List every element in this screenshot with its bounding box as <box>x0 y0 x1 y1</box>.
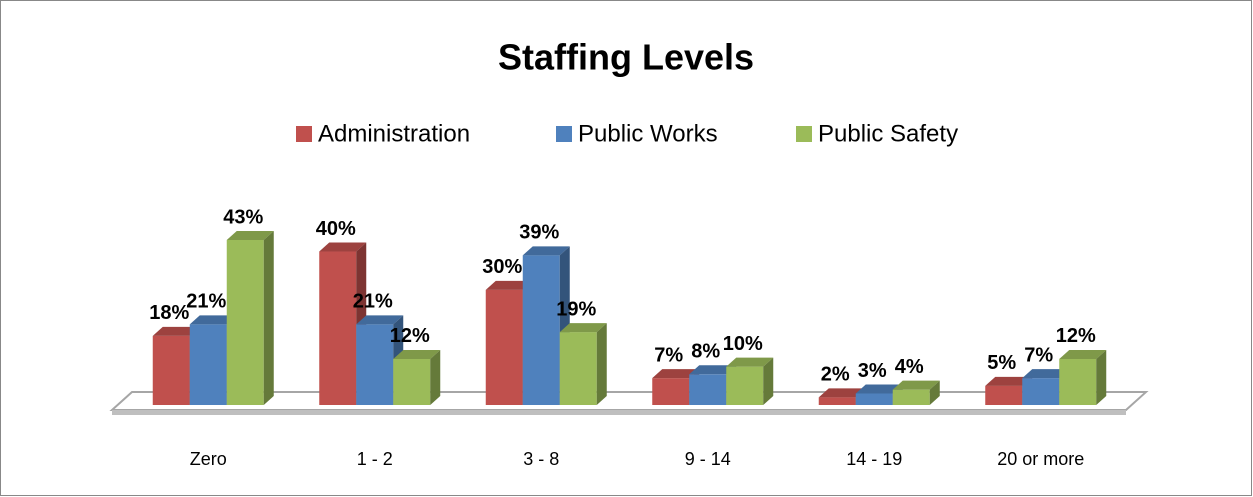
x-tick-label: 14 - 19 <box>846 449 902 469</box>
data-label: 7% <box>654 344 683 366</box>
bar <box>393 349 441 405</box>
bar <box>1022 369 1070 405</box>
data-label: 10% <box>723 333 763 355</box>
bar-top <box>1059 349 1107 359</box>
bar-top <box>393 349 441 359</box>
data-label: 30% <box>482 256 522 278</box>
x-tick-label: 3 - 8 <box>523 449 559 469</box>
legend-swatch <box>556 126 572 142</box>
bar-top <box>485 280 533 290</box>
bar-top <box>1022 369 1070 379</box>
bar-top <box>892 380 940 390</box>
data-label: 21% <box>186 291 226 313</box>
bar-front <box>985 385 1023 405</box>
floor-edge <box>112 410 1126 415</box>
bar-front <box>726 366 764 405</box>
bar-front <box>393 358 431 405</box>
bar-front <box>652 378 690 405</box>
data-label: 39% <box>519 222 559 244</box>
bar <box>892 380 940 405</box>
bar-side <box>430 349 441 405</box>
bar <box>226 231 274 405</box>
data-label: 5% <box>987 352 1016 374</box>
bar-side <box>763 357 774 405</box>
legend-label: Public Works <box>578 120 718 147</box>
data-label: 3% <box>858 360 887 382</box>
chart-title: Staffing Levels <box>498 37 754 78</box>
legend-swatch <box>796 126 812 142</box>
bar-top <box>985 376 1033 386</box>
bar-front <box>892 389 930 405</box>
bar-front <box>485 289 523 405</box>
data-label: 19% <box>556 298 596 320</box>
data-label: 21% <box>353 291 393 313</box>
data-label: 8% <box>691 341 720 363</box>
x-tick-label: Zero <box>190 449 227 469</box>
x-tick-label: 20 or more <box>997 449 1084 469</box>
bar-top <box>189 315 237 325</box>
bar-front <box>356 324 394 405</box>
bar-side <box>263 231 274 405</box>
bar-front <box>226 240 264 405</box>
bar <box>522 246 570 405</box>
bar-top <box>522 246 570 256</box>
data-label: 40% <box>316 218 356 240</box>
x-tick-label: 9 - 14 <box>685 449 731 469</box>
bar-top <box>726 357 774 367</box>
bar-front <box>689 374 727 405</box>
bar <box>726 357 774 405</box>
legend-label: Public Safety <box>818 120 958 147</box>
bar-top <box>319 242 367 252</box>
legend-swatch <box>296 126 312 142</box>
bar-front <box>522 255 560 405</box>
bar-top <box>356 315 404 325</box>
data-label: 18% <box>149 302 189 324</box>
bar-front <box>855 393 893 405</box>
bar <box>1059 349 1107 405</box>
bar-top <box>855 384 903 394</box>
data-label: 4% <box>895 356 924 378</box>
bar-side <box>596 323 607 405</box>
bar-top <box>818 388 866 398</box>
bar-front <box>1022 378 1060 405</box>
bar-front <box>152 335 190 405</box>
data-label: 7% <box>1024 344 1053 366</box>
bar <box>559 323 607 405</box>
bar-front <box>1059 358 1097 405</box>
bar-side <box>1096 349 1107 405</box>
bar-top <box>226 231 274 240</box>
x-tick-label: 1 - 2 <box>357 449 393 469</box>
bar-top <box>689 365 737 375</box>
data-label: 43% <box>223 206 263 228</box>
data-label: 2% <box>821 364 850 386</box>
bar-front <box>189 324 227 405</box>
bar-top <box>152 326 200 336</box>
bar-front <box>559 332 597 405</box>
bar-top <box>559 323 607 333</box>
bar-side <box>929 380 940 405</box>
legend-label: Administration <box>318 120 470 147</box>
data-label: 12% <box>1056 325 1096 347</box>
bar-front <box>319 251 357 405</box>
data-label: 12% <box>390 325 430 347</box>
bar-top <box>652 369 700 379</box>
bar-front <box>818 397 856 405</box>
